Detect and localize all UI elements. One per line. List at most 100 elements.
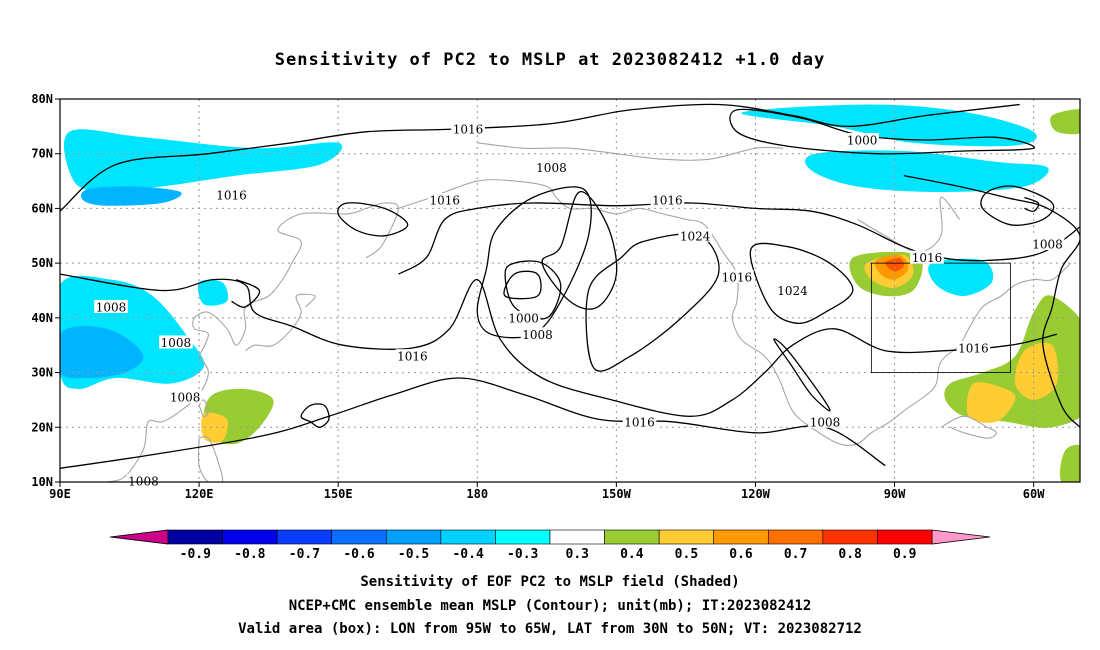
colorbar-tick-label-8: 0.4 (620, 547, 644, 562)
shaded-region-0-5 (928, 258, 994, 297)
mslp-contour-12 (1024, 196, 1040, 213)
shaded-region-1-0 (81, 186, 182, 206)
contour-label-11: 1008 (161, 336, 192, 350)
contour-label-4: 1016 (722, 270, 753, 284)
coastline-1 (192, 202, 400, 357)
mslp-contour-6 (585, 233, 720, 372)
contour-label-7: 1016 (624, 415, 655, 429)
mslp-contour-9 (300, 403, 330, 428)
lat-tick-label-2: 60N (31, 201, 53, 215)
contour-label-bg-2 (428, 193, 462, 207)
colorbar-tick-label-3: -0.6 (343, 547, 374, 562)
contour-label-bg-3 (650, 193, 685, 207)
mslp-contour-4 (503, 270, 542, 300)
colorbar-tick-label-10: 0.6 (729, 547, 753, 562)
contour-label-bg-17 (845, 133, 879, 147)
mslp-contour-11 (980, 185, 1055, 226)
colorbar-swatch-3 (331, 529, 387, 545)
shaded-region-3-3 (1014, 342, 1059, 400)
contour-label-13: 1008 (522, 328, 553, 342)
contour-label-bg-10 (94, 299, 128, 313)
contour-label-8: 1016 (958, 341, 989, 355)
contour-label-10: 1008 (96, 300, 127, 314)
contour-label-bg-9 (534, 160, 569, 174)
coastline-2 (245, 293, 316, 352)
contour-label-1: 1016 (216, 188, 247, 202)
contour-label-2: 1016 (430, 194, 461, 208)
mslp-contour-0 (60, 103, 1020, 212)
colorbar-swatch-0 (167, 529, 223, 545)
lat-tick-label-7: 10N (31, 475, 53, 489)
shaded-region-2-3 (1050, 109, 1080, 135)
lat-tick-label-1: 70N (31, 147, 53, 161)
mslp-contour-16 (729, 108, 1035, 155)
contour-label-18: 1000 (508, 311, 539, 325)
map-frame (59, 98, 1081, 483)
caption-line-3: Valid area (box): LON from 95W to 65W, L… (238, 621, 862, 637)
contour-label-5: 1016 (912, 251, 943, 265)
colorbar-tick-label-6: -0.3 (507, 547, 538, 562)
contour-label-bg-19 (678, 228, 712, 242)
contour-label-12: 1008 (170, 391, 201, 405)
contour-label-bg-1 (214, 187, 249, 201)
contour-label-9: 1008 (536, 161, 567, 175)
colorbar-tick-label-11: 0.7 (784, 547, 807, 562)
lon-tick-label-3: 180 (466, 487, 488, 501)
contour-label-19: 1024 (680, 229, 711, 243)
contour-label-bg-15 (1030, 236, 1065, 250)
contour-label-bg-4 (720, 269, 754, 283)
contour-label-14: 1008 (810, 415, 841, 429)
contour-label-0: 1016 (453, 123, 484, 137)
colorbar-tick-label-0: -0.9 (180, 547, 211, 562)
contour-label-bg-12 (168, 390, 202, 404)
coastline-8 (940, 415, 998, 439)
contour-label-layer: 1016 1016 1016 1016 1016 1016 1016 1016 1016 1008… (94, 122, 1065, 488)
colorbar: -0.9 -0.8 -0.7 -0.6 -0.5 -0.4 -0.3 0.3 0.4 0.5 0.6… (109, 529, 991, 562)
colorbar-swatch-11 (767, 529, 824, 545)
contour-label-bg-8 (956, 340, 991, 354)
lon-tick-label-6: 90W (884, 487, 906, 501)
mslp-contour-17 (903, 174, 1080, 428)
contour-label-bg-13 (520, 327, 555, 341)
lon-tick-label-4: 150W (602, 487, 632, 501)
contour-label-bg-16 (126, 473, 161, 487)
colorbar-swatch-10 (713, 529, 769, 545)
shaded-region-2-4 (1059, 444, 1080, 482)
shaded-region-3-2 (966, 382, 1016, 424)
colorbar-tick-label-12: 0.8 (838, 547, 862, 562)
shaded-region-0-1 (741, 104, 1037, 147)
mslp-contour-2 (476, 186, 592, 339)
gridline-layer (60, 99, 1080, 482)
mslp-contour-7 (60, 273, 1057, 417)
shaded-region-0-2 (804, 150, 1049, 192)
lat-tick-label-4: 40N (31, 311, 53, 325)
contour-label-bg-7 (622, 414, 657, 428)
coastline-7 (857, 196, 960, 253)
coastline-3 (198, 399, 209, 417)
colorbar-swatch-9 (658, 529, 715, 545)
colorbar-tick-label-4: -0.5 (398, 547, 429, 562)
contour-label-bg-6 (395, 349, 430, 363)
lon-tick-label-2: 150E (324, 487, 353, 501)
coastline-0 (106, 355, 209, 482)
contour-label-15: 1008 (1032, 237, 1063, 251)
shaded-region-1-1 (60, 326, 144, 379)
lon-tick-label-1: 120E (185, 487, 214, 501)
lat-tick-label-6: 20N (31, 420, 53, 434)
shaded-region-3-0 (201, 412, 229, 443)
contour-layer (60, 103, 1080, 469)
mslp-contour-13 (337, 202, 409, 237)
colorbar-swatch-6 (495, 529, 551, 545)
shading-layer (60, 104, 1080, 482)
colorbar-tick-label-7: 0.3 (566, 547, 589, 562)
colorbar-swatch-1 (222, 529, 278, 545)
shaded-region-0-0 (63, 129, 343, 193)
coastline-6 (477, 142, 784, 161)
colorbar-swatch-12 (822, 529, 878, 545)
colorbar-swatch-4 (385, 529, 442, 545)
mslp-contour-3 (504, 260, 562, 320)
mslp-contour-1 (398, 202, 1080, 275)
caption-line-1: Sensitivity of EOF PC2 to MSLP field (Sh… (360, 574, 740, 590)
shaded-region-5-0 (885, 257, 904, 272)
